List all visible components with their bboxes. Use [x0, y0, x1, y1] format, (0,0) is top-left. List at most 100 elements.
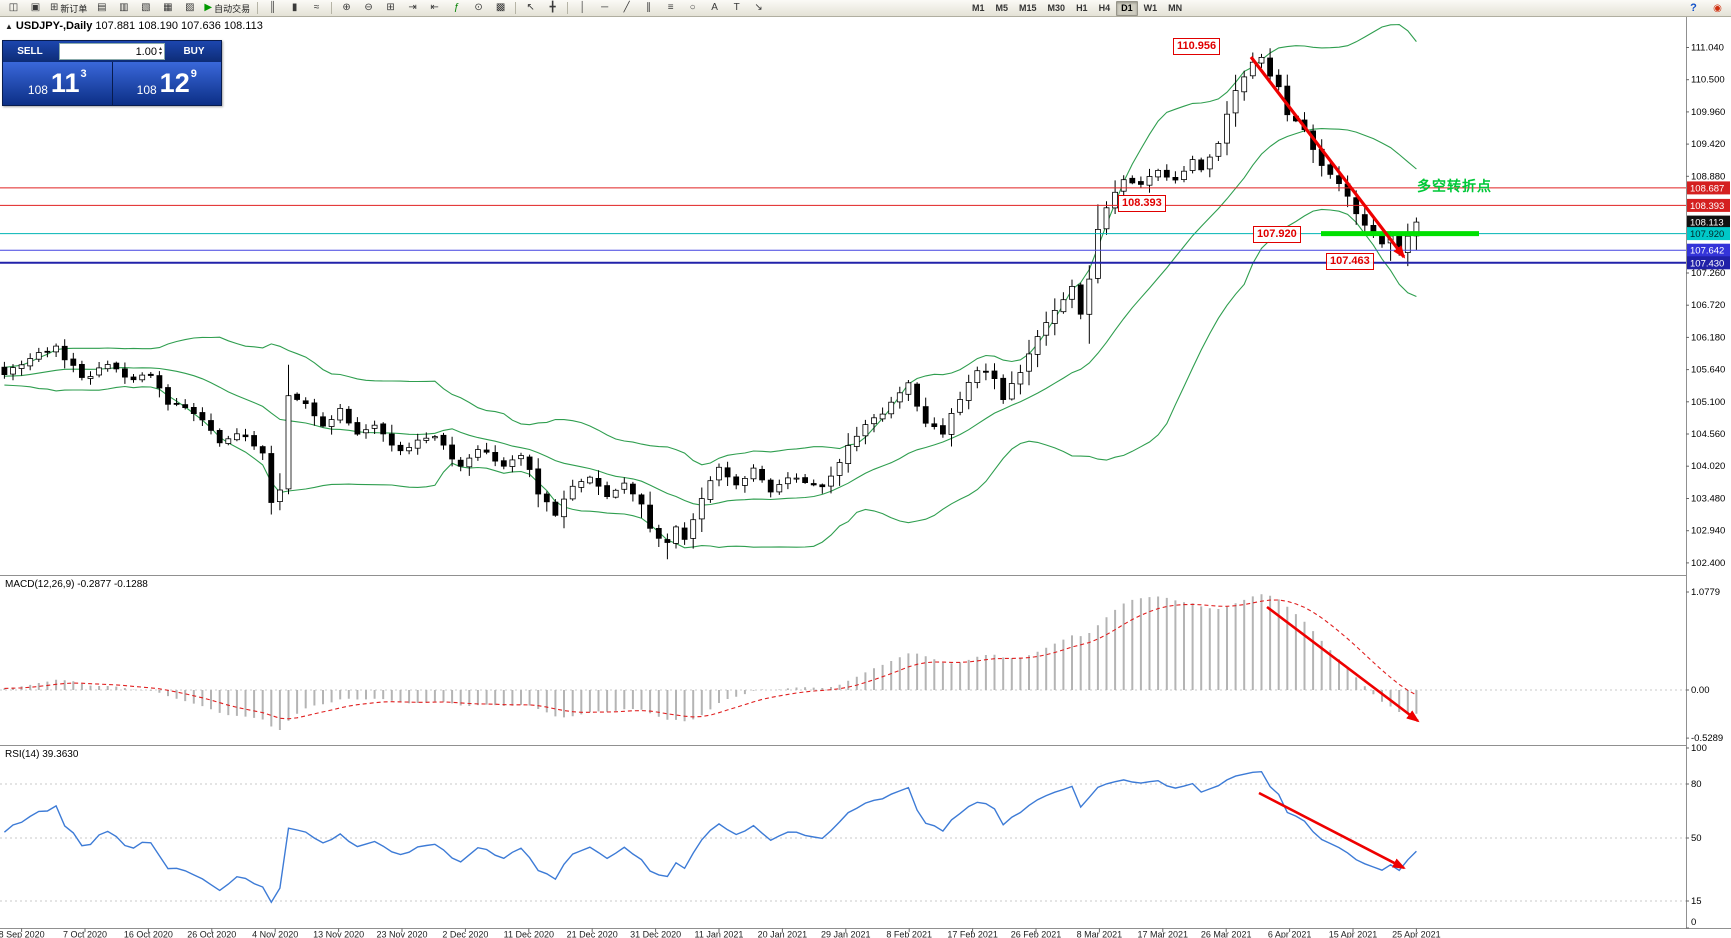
shapes-icon[interactable]: ○ — [682, 0, 703, 17]
bar-chart-icon[interactable]: ║ — [262, 0, 283, 17]
trendline-icon[interactable]: ╱ — [616, 0, 637, 17]
timeframe-button-m1[interactable]: M1 — [972, 3, 985, 13]
zoom-out-icon[interactable]: ⊖ — [358, 0, 379, 17]
svg-text:17 Feb 2021: 17 Feb 2021 — [947, 930, 998, 938]
chart-shift-icon[interactable]: ⇤ — [424, 0, 445, 17]
trendline-icon: ╱ — [623, 2, 630, 13]
timeframe-button-m5[interactable]: M5 — [995, 3, 1009, 13]
svg-text:111.040: 111.040 — [1691, 43, 1724, 54]
svg-text:109.420: 109.420 — [1691, 139, 1725, 150]
ohlc-values: 107.881 108.190 107.636 108.113 — [95, 20, 263, 32]
svg-text:26 Feb 2021: 26 Feb 2021 — [1011, 930, 1062, 938]
svg-text:16 Oct 2020: 16 Oct 2020 — [124, 930, 173, 938]
crosshair-icon[interactable]: ╋ — [542, 0, 563, 17]
price-annotation-low[interactable]: 107.463 — [1326, 253, 1374, 270]
ask-prefix: 108 — [136, 83, 157, 97]
turning-point-label[interactable]: 多空转折点 — [1417, 178, 1492, 194]
price-annotation-pivot[interactable]: 107.920 — [1253, 226, 1301, 243]
templates-icon[interactable]: ▩ — [490, 0, 511, 17]
arrows-icon[interactable]: ↘ — [748, 0, 769, 17]
macd-indicator-label: MACD(12,26,9) -0.2877 -0.1288 — [5, 579, 148, 590]
new-order-icon: ⊞ — [50, 2, 59, 13]
timeframe-button-m15[interactable]: M15 — [1019, 3, 1037, 13]
svg-text:108.113: 108.113 — [1690, 218, 1724, 229]
svg-text:11 Jan 2021: 11 Jan 2021 — [695, 930, 744, 938]
sell-button[interactable]: SELL — [17, 46, 43, 57]
timeframe-button-m30[interactable]: M30 — [1047, 3, 1066, 13]
toolbar-right-group: ? ◉ — [1683, 0, 1728, 17]
svg-text:11 Dec 2020: 11 Dec 2020 — [504, 930, 554, 938]
auto-scroll-icon[interactable]: ⇥ — [402, 0, 423, 17]
svg-text:26 Mar 2021: 26 Mar 2021 — [1201, 930, 1252, 938]
zoom-in-icon[interactable]: ⊕ — [336, 0, 357, 17]
help-icon[interactable]: ? — [1690, 2, 1697, 14]
bid-big-figure: 11 — [50, 68, 80, 98]
timeframe-button-mn[interactable]: MN — [1168, 3, 1183, 13]
main-trend-arrow[interactable] — [1249, 56, 1406, 259]
rsi-trend-arrow[interactable] — [1258, 791, 1406, 870]
periods-icon[interactable]: ⊙ — [468, 0, 489, 17]
bid-price-button[interactable]: 108 11 3 — [3, 62, 112, 105]
svg-text:100: 100 — [1691, 743, 1707, 754]
text-label-icon[interactable]: T — [726, 0, 747, 17]
trade-panel-prices: 108 11 3 108 12 9 — [3, 62, 221, 105]
horizontal-line-icon[interactable]: ─ — [594, 0, 615, 17]
charts-window-icon[interactable]: ◫ — [3, 0, 24, 17]
volume-field[interactable]: ▴▾ — [59, 43, 165, 60]
strategy-tester-icon[interactable]: ▨ — [179, 0, 200, 17]
date-axis[interactable]: 8 Sep 2020 7 Oct 2020 16 Oct 2020 26 Oct 20… — [0, 928, 1441, 938]
navigator-icon[interactable]: ▧ — [135, 0, 156, 17]
cursor-icon[interactable]: ↖ — [520, 0, 541, 17]
equidistant-channel-icon[interactable]: ∥ — [638, 0, 659, 17]
zoom-out-icon: ⊖ — [364, 2, 373, 13]
line-chart-icon[interactable]: ≈ — [306, 0, 327, 17]
one-click-trading-panel: SELL ▴▾ BUY 108 11 3 108 12 9 — [2, 40, 222, 106]
spinner-down-icon[interactable]: ▾ — [158, 50, 162, 57]
svg-text:106.180: 106.180 — [1691, 332, 1725, 343]
svg-text:104.020: 104.020 — [1691, 461, 1725, 472]
market-watch-icon[interactable]: ▤ — [91, 0, 112, 17]
svg-text:108.687: 108.687 — [1690, 183, 1724, 194]
community-icon[interactable]: ◉ — [1713, 2, 1722, 14]
text-icon[interactable]: A — [704, 0, 725, 17]
candlestick-chart-icon[interactable]: ▮ — [284, 0, 305, 17]
zoom-in-icon: ⊕ — [342, 2, 351, 13]
macd-trend-arrow[interactable] — [1266, 605, 1420, 723]
rsi-value: 39.3630 — [42, 749, 79, 760]
price-annotation-resistance[interactable]: 108.393 — [1118, 195, 1166, 212]
toolbar-separator — [567, 2, 569, 14]
autotrading-button[interactable]: ▶ 自动交易 — [201, 0, 253, 17]
text-label-icon: T — [733, 2, 740, 13]
terminal-icon[interactable]: ▦ — [157, 0, 178, 17]
fibonacci-icon[interactable]: ≡ — [660, 0, 681, 17]
price-axis[interactable]: 111.040 110.500 109.960 109.420 108.880 107.2… — [1686, 43, 1725, 929]
auto-scroll-icon: ⇥ — [408, 2, 417, 13]
macd-histogram — [3, 594, 1418, 730]
ask-price-button[interactable]: 108 12 9 — [111, 62, 221, 105]
candles-layer — [1, 48, 1420, 560]
svg-text:110.500: 110.500 — [1691, 75, 1725, 86]
spinner-up-icon[interactable]: ▴ — [158, 45, 162, 52]
data-window-icon[interactable]: ▥ — [113, 0, 134, 17]
timeframe-button-h4[interactable]: H4 — [1098, 3, 1111, 13]
new-order-button[interactable]: ⊞ 新订单 — [47, 0, 90, 17]
volume-input[interactable] — [116, 45, 157, 58]
timeframe-button-d1[interactable]: D1 — [1116, 1, 1138, 16]
buy-button[interactable]: BUY — [183, 46, 205, 57]
volume-spinner[interactable]: ▴ ▾ — [158, 45, 162, 57]
macd-panel — [0, 594, 1686, 730]
indicators-icon[interactable]: ƒ — [446, 0, 467, 17]
svg-text:8 Mar 2021: 8 Mar 2021 — [1077, 930, 1123, 938]
tile-windows-icon[interactable]: ⊞ — [380, 0, 401, 17]
chart-preview-icon[interactable]: ▣ — [25, 0, 46, 17]
svg-text:4 Nov 2020: 4 Nov 2020 — [252, 930, 298, 938]
timeframe-button-w1[interactable]: W1 — [1143, 3, 1158, 13]
timeframe-button-h1[interactable]: H1 — [1076, 3, 1088, 13]
trend-arrows[interactable] — [1249, 56, 1420, 870]
timeframe-toolbar: M1 M5 M15 M30 H1 H4 D1 W1 MN — [967, 1, 1187, 16]
vertical-line-icon[interactable]: │ — [572, 0, 593, 17]
price-annotation-high[interactable]: 110.956 — [1173, 38, 1221, 55]
periods-icon: ⊙ — [474, 2, 483, 13]
